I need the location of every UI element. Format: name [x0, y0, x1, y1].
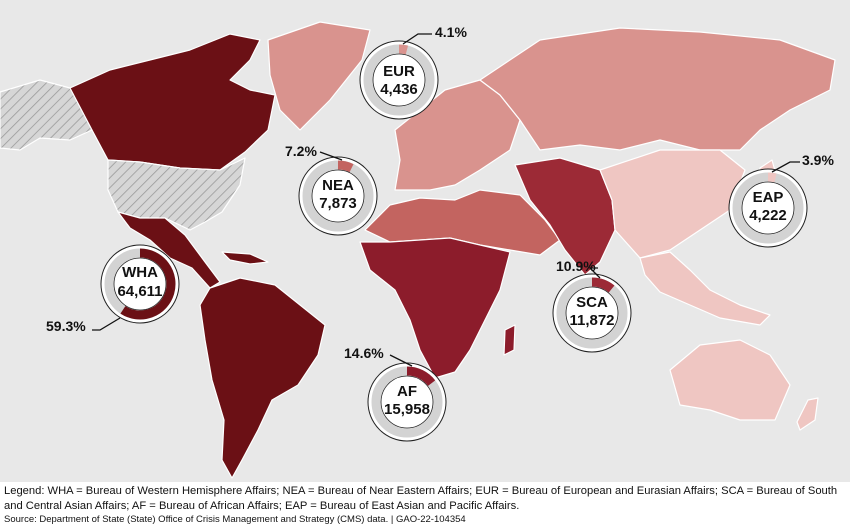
donut-share-segment	[591, 277, 615, 293]
south-america-landmass	[199, 277, 326, 479]
percent-label-af: 14.6%	[344, 345, 384, 361]
donut-nea	[298, 151, 378, 236]
donut-center	[565, 286, 619, 340]
region-value-eap: 4,222	[749, 207, 787, 224]
region-value-wha: 64,611	[117, 283, 163, 300]
donut-share-segment	[337, 160, 354, 173]
percent-label-eap: 3.9%	[802, 152, 834, 168]
donut-center	[311, 169, 365, 223]
canada-landmass	[69, 33, 276, 171]
mexico-landmass	[117, 211, 221, 289]
region-code-wha: WHA	[122, 264, 158, 281]
africa-landmass	[359, 237, 511, 379]
callout-leader-line	[92, 317, 121, 331]
region-code-eur: EUR	[383, 63, 415, 80]
callout-leader-line	[389, 354, 413, 367]
donut-af	[367, 354, 447, 442]
region-value-sca: 11,872	[569, 312, 615, 329]
donut-share-segment	[120, 248, 176, 320]
donut-sca	[552, 267, 632, 353]
callout-leader-line	[402, 33, 432, 45]
donut-eap	[728, 161, 808, 248]
donut-share-segment	[406, 366, 436, 387]
region-value-eur: 4,436	[380, 81, 418, 98]
region-code-sca: SCA	[576, 294, 608, 311]
percent-label-sca: 10.9%	[556, 258, 596, 274]
world-map: WHA 64,611 NEA 7,873 EUR 4,436 SCA 11,87…	[0, 0, 850, 482]
source-note: Source: Department of State (State) Offi…	[4, 514, 466, 525]
region-value-nea: 7,873	[319, 195, 357, 212]
east-asia-landmass	[599, 149, 746, 259]
donut-eur	[359, 33, 439, 120]
australia-landmass	[669, 339, 791, 421]
callout-leader-line	[319, 151, 343, 161]
donut-center	[372, 53, 426, 107]
southeast-asia-landmass	[639, 251, 771, 326]
percent-label-wha: 59.3%	[46, 318, 86, 334]
donut-wha	[92, 244, 180, 331]
callout-leader-line	[771, 161, 800, 173]
donut-center	[741, 181, 795, 235]
map-canvas	[0, 21, 836, 479]
callout-leader-line	[588, 267, 601, 279]
madagascar-landmass	[503, 324, 516, 356]
russia-landmass	[479, 27, 836, 151]
greenland-landmass	[267, 21, 371, 131]
percent-label-eur: 4.1%	[435, 24, 467, 40]
region-code-af: AF	[397, 383, 417, 400]
donut-share-segment	[767, 172, 777, 183]
region-code-nea: NEA	[322, 177, 354, 194]
percent-label-nea: 7.2%	[285, 143, 317, 159]
sca-landmass	[514, 157, 616, 276]
donut-center	[113, 257, 167, 311]
caribbean-islands	[221, 251, 269, 265]
region-value-af: 15,958	[384, 401, 430, 418]
region-code-eap: EAP	[752, 189, 784, 206]
donut-center	[380, 375, 434, 429]
new-zealand-landmass	[796, 397, 819, 431]
legend-text: Legend: WHA = Bureau of Western Hemisphe…	[4, 485, 838, 512]
alaska-landmass	[0, 79, 93, 151]
donut-share-segment	[398, 44, 409, 55]
